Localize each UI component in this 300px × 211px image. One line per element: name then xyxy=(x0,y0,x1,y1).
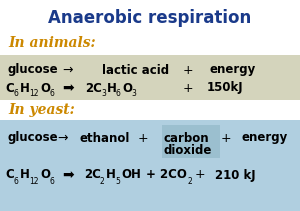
Text: Anaerobic respiration: Anaerobic respiration xyxy=(48,9,252,27)
Text: O: O xyxy=(40,169,50,181)
Text: ethanol: ethanol xyxy=(80,131,130,145)
Text: + 2CO: + 2CO xyxy=(146,169,187,181)
Text: 6: 6 xyxy=(116,88,121,97)
Bar xyxy=(0,55,300,100)
Text: O: O xyxy=(122,81,132,95)
Text: 12: 12 xyxy=(29,176,38,185)
Text: 210 kJ: 210 kJ xyxy=(215,169,256,181)
Text: dioxide: dioxide xyxy=(163,143,212,157)
Text: 5: 5 xyxy=(115,176,120,185)
Text: energy: energy xyxy=(210,64,256,77)
Text: ➡: ➡ xyxy=(62,81,74,95)
Text: glucose: glucose xyxy=(8,64,59,77)
Text: 2C: 2C xyxy=(85,81,102,95)
Text: →: → xyxy=(58,131,68,145)
Text: H: H xyxy=(107,81,117,95)
Bar xyxy=(162,125,220,158)
Bar xyxy=(0,120,300,211)
Text: C: C xyxy=(5,169,14,181)
Text: 3: 3 xyxy=(131,88,136,97)
Text: 6: 6 xyxy=(14,88,19,97)
Text: +: + xyxy=(195,169,205,181)
Text: H: H xyxy=(20,169,30,181)
Text: carbon: carbon xyxy=(163,131,208,145)
Text: 2: 2 xyxy=(187,176,192,185)
Text: O: O xyxy=(40,81,50,95)
Text: →: → xyxy=(63,64,73,77)
Text: 6: 6 xyxy=(14,176,19,185)
Text: +: + xyxy=(221,131,231,145)
Text: 2C: 2C xyxy=(84,169,101,181)
Text: In yeast:: In yeast: xyxy=(8,103,75,117)
Text: lactic acid: lactic acid xyxy=(102,64,169,77)
Text: 2: 2 xyxy=(100,176,105,185)
Text: +: + xyxy=(183,81,193,95)
Text: H: H xyxy=(106,169,116,181)
Text: C: C xyxy=(5,81,14,95)
Text: 12: 12 xyxy=(29,88,38,97)
Text: +: + xyxy=(138,131,148,145)
Text: ➡: ➡ xyxy=(62,168,74,182)
Text: 150kJ: 150kJ xyxy=(207,81,244,95)
Text: glucose: glucose xyxy=(8,131,59,145)
Text: 3: 3 xyxy=(101,88,106,97)
Text: OH: OH xyxy=(121,169,141,181)
Text: H: H xyxy=(20,81,30,95)
Text: 6: 6 xyxy=(50,176,55,185)
Text: 6: 6 xyxy=(50,88,55,97)
Text: energy: energy xyxy=(241,131,287,145)
Text: In animals:: In animals: xyxy=(8,36,96,50)
Text: +: + xyxy=(183,64,193,77)
